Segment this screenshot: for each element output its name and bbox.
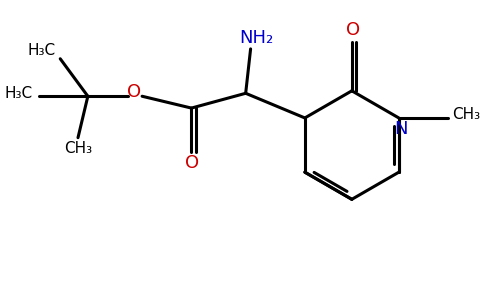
Text: O: O — [127, 83, 141, 101]
Text: CH₃: CH₃ — [64, 141, 92, 156]
Text: CH₃: CH₃ — [452, 107, 480, 122]
Text: H₃C: H₃C — [4, 86, 32, 101]
Text: O: O — [346, 21, 360, 39]
Text: O: O — [185, 154, 199, 172]
Text: NH₂: NH₂ — [240, 29, 273, 47]
Text: N: N — [394, 120, 408, 138]
Text: H₃C: H₃C — [27, 44, 55, 59]
